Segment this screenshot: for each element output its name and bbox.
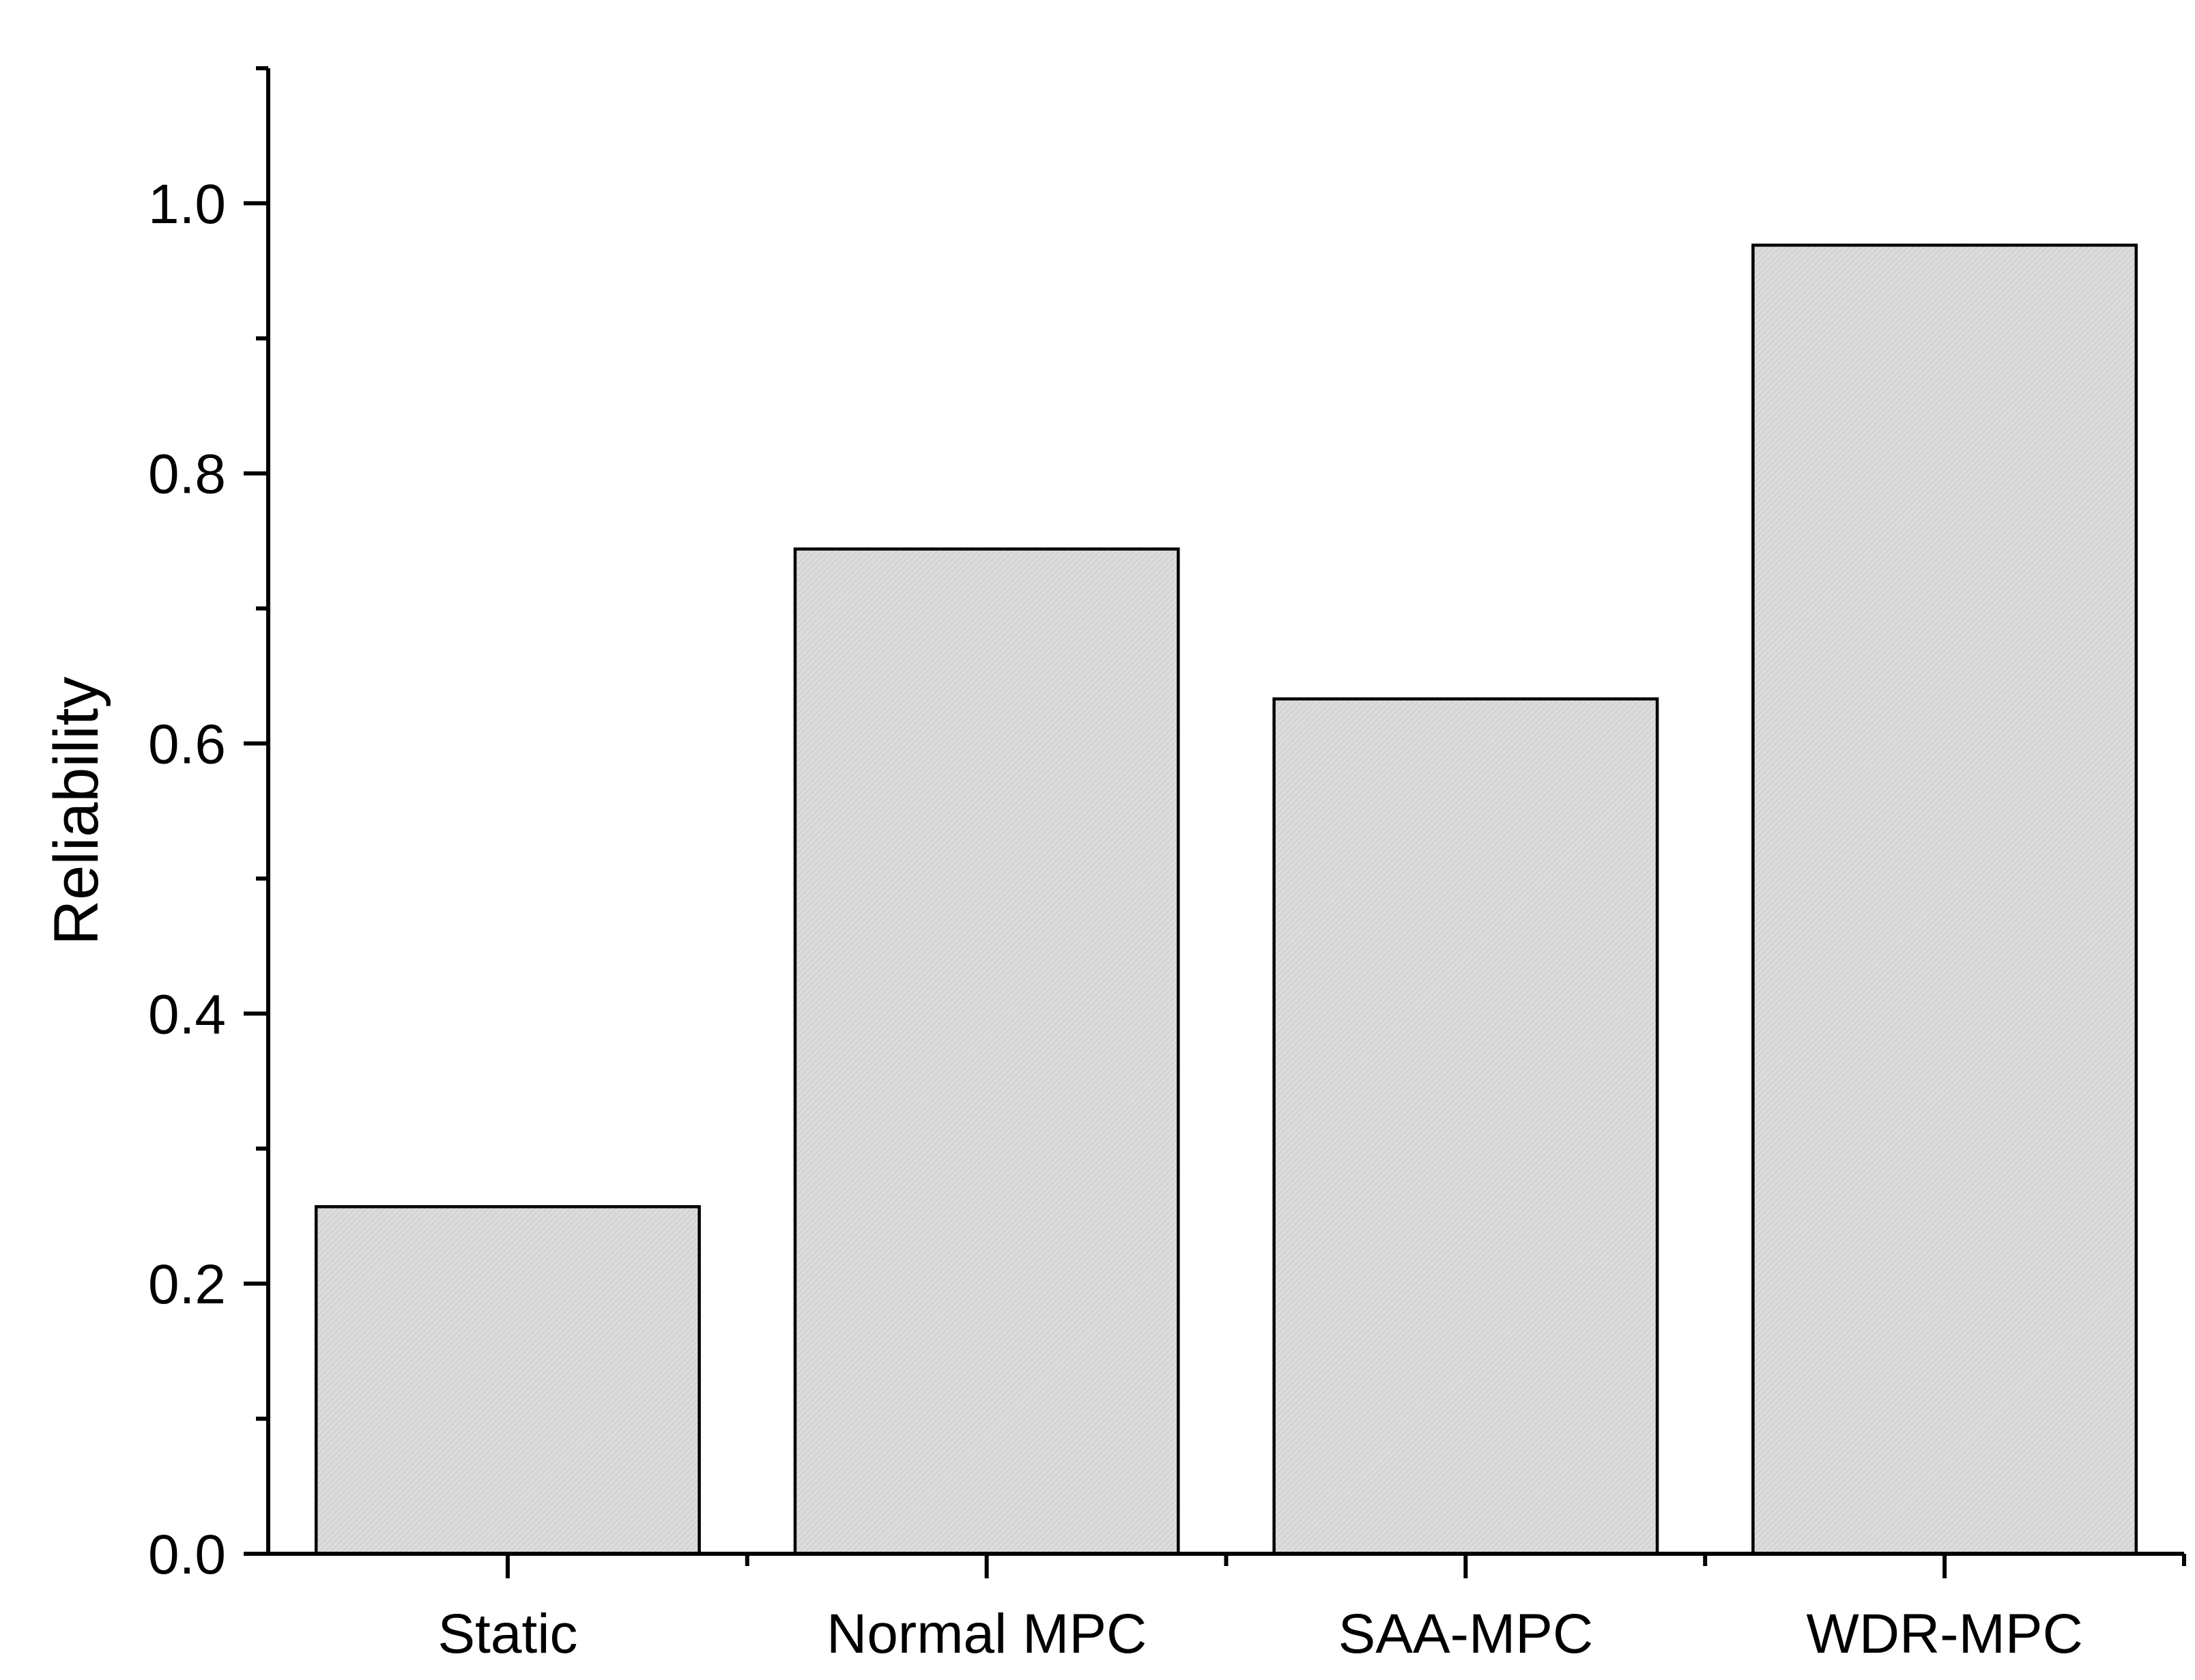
y-tick-label: 1.0 — [148, 173, 226, 235]
bar-wdr-mpc — [1751, 244, 2138, 1556]
y-tick-label: 0.0 — [148, 1524, 226, 1586]
x-tick-label: WDR-MPC — [1806, 1603, 2082, 1665]
bar-saa-mpc — [1272, 697, 1659, 1556]
bar-static — [314, 1205, 701, 1556]
labels-group: 0.0 0.2 0.4 0.6 0.8 1.0 Static Normal MPC SAA-MP… — [42, 173, 2083, 1665]
bars-group — [314, 244, 2138, 1556]
y-tick-label: 0.2 — [148, 1254, 226, 1316]
x-tick-label: Static — [437, 1603, 577, 1665]
y-tick-label: 0.8 — [148, 444, 226, 506]
y-tick-label: 0.6 — [148, 714, 226, 776]
y-tick-label: 0.4 — [148, 983, 226, 1045]
bar-normal-mpc — [793, 547, 1180, 1556]
x-tick-label: Normal MPC — [827, 1603, 1147, 1665]
axes-group — [244, 66, 2186, 1578]
y-axis-title: Reliability — [42, 677, 111, 946]
x-tick-label: SAA-MPC — [1338, 1603, 1594, 1665]
